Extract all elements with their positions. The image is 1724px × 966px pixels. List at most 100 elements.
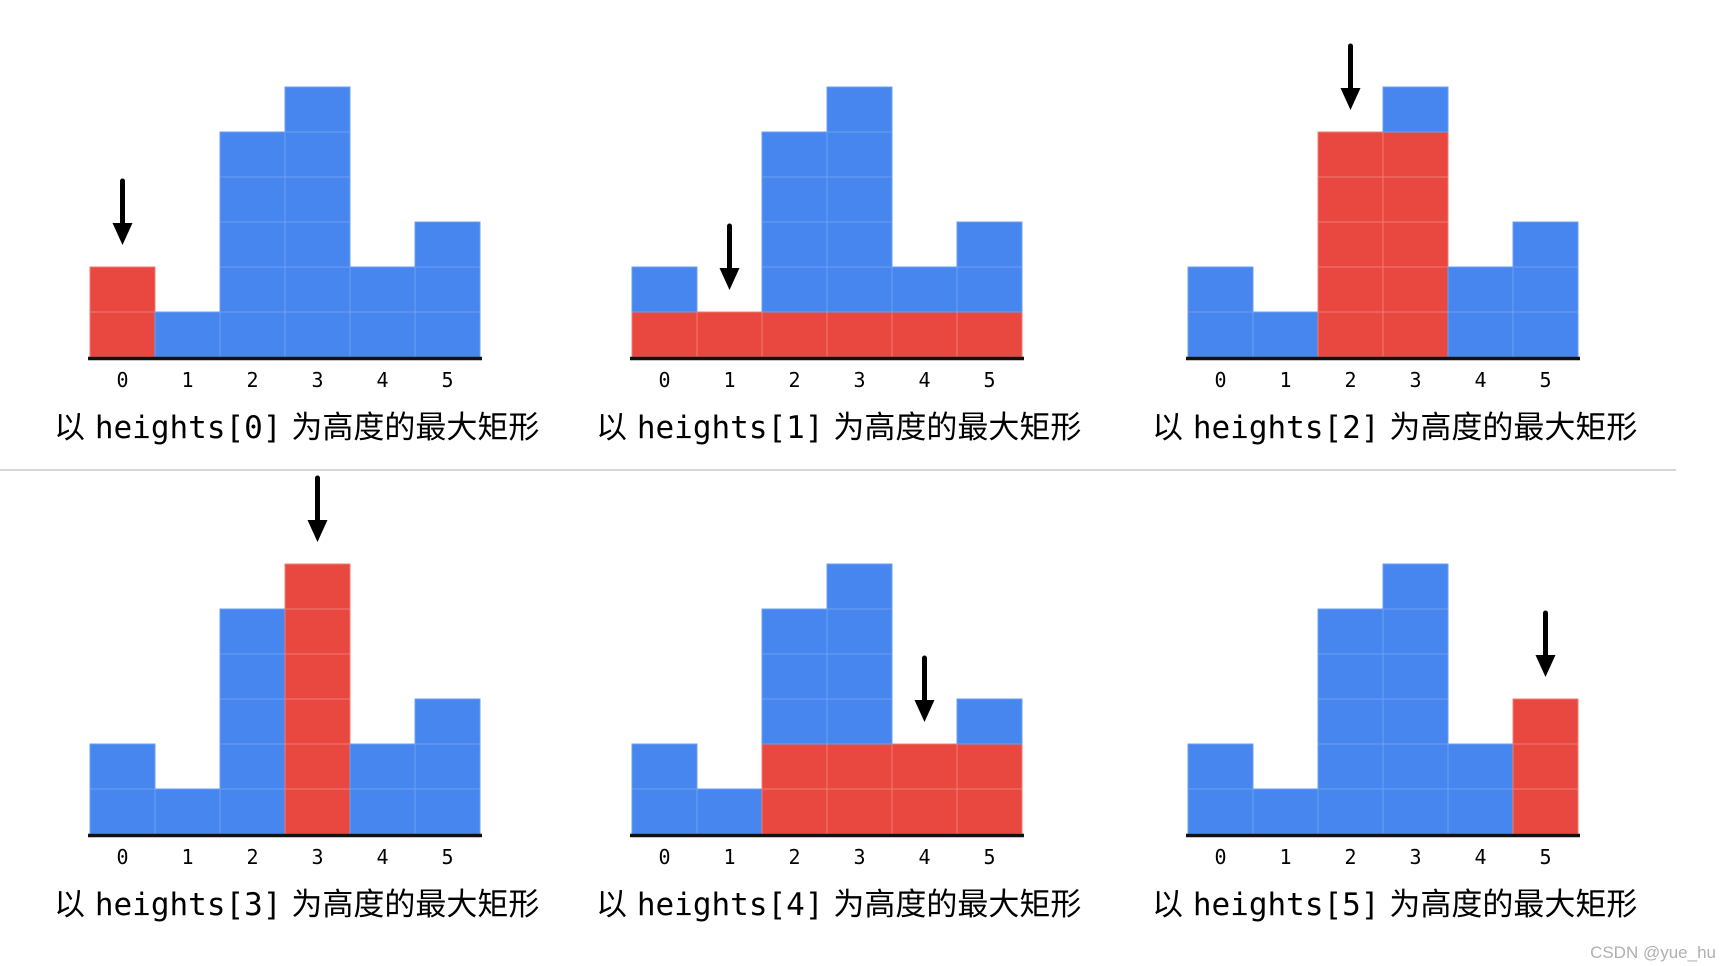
bar-cell	[1447, 788, 1514, 835]
highlight-cell	[826, 311, 893, 358]
tick-label: 4	[1474, 368, 1486, 392]
bar-cell	[284, 266, 351, 313]
bar-cell	[1447, 311, 1514, 358]
bar-cell	[826, 698, 893, 745]
tick-label: 2	[1344, 845, 1356, 869]
tick-label: 0	[116, 845, 128, 869]
bar-cell	[154, 788, 221, 835]
highlight-cell	[284, 653, 351, 700]
highlight-cell	[891, 788, 958, 835]
bar-cell	[631, 743, 698, 790]
bar-cell	[1317, 608, 1384, 655]
arrow-head	[719, 268, 740, 290]
highlight-cell	[1317, 266, 1384, 313]
bar-cell	[826, 653, 893, 700]
highlight-cell	[1317, 131, 1384, 178]
bar-cell	[1382, 653, 1449, 700]
bar-cell	[826, 131, 893, 178]
caption-suffix: 为高度的最大矩形	[1380, 410, 1638, 446]
panel-5: 0 1 2 3 4 5 以 heights[5] 为高度的最大矩形	[1152, 563, 1638, 923]
bar-cell	[349, 266, 416, 313]
bar-cell	[956, 698, 1023, 745]
bar-cell	[1382, 788, 1449, 835]
bar-cell	[1447, 266, 1514, 313]
highlight-cell	[284, 788, 351, 835]
bar-cell	[1317, 788, 1384, 835]
highlight-cell	[761, 788, 828, 835]
bar-cell	[826, 86, 893, 133]
down-arrow-icon	[719, 223, 740, 290]
tick-label: 1	[181, 845, 193, 869]
bar-cell	[1447, 743, 1514, 790]
caption-suffix: 为高度的最大矩形	[824, 410, 1082, 446]
bar-cell	[1317, 743, 1384, 790]
bar-cell	[631, 266, 698, 313]
bar-cell	[761, 266, 828, 313]
highlight-cell	[1382, 311, 1449, 358]
bar-cell	[414, 311, 481, 358]
bar-cell	[219, 788, 286, 835]
bar-cell	[826, 563, 893, 610]
highlight-cell	[1382, 176, 1449, 223]
bar-cell	[956, 266, 1023, 313]
highlight-cell	[696, 311, 763, 358]
bar-cell	[1187, 266, 1254, 313]
tick-label: 0	[116, 368, 128, 392]
tick-label: 0	[658, 368, 670, 392]
bar-cell	[761, 221, 828, 268]
highlight-cell	[1317, 311, 1384, 358]
tick-label: 2	[246, 845, 258, 869]
tick-label: 4	[918, 845, 930, 869]
tick-label: 5	[1539, 845, 1551, 869]
bar-cell	[761, 698, 828, 745]
caption-suffix: 为高度的最大矩形	[824, 887, 1082, 923]
bar-cell	[1382, 743, 1449, 790]
bar-cell	[1187, 311, 1254, 358]
bar-cell	[826, 608, 893, 655]
highlight-cell	[1512, 698, 1579, 745]
bar-cell	[414, 743, 481, 790]
bar-cell	[414, 698, 481, 745]
tick-label: 1	[1279, 368, 1291, 392]
tick-label: 2	[1344, 368, 1356, 392]
bar-cell	[284, 311, 351, 358]
bar-cell	[826, 266, 893, 313]
caption-suffix: 为高度的最大矩形	[1380, 887, 1638, 923]
caption-prefix: 以	[1152, 410, 1193, 446]
bar-cell	[1512, 221, 1579, 268]
highlight-cell	[956, 311, 1023, 358]
bar-cell	[1317, 698, 1384, 745]
tick-label: 4	[376, 845, 388, 869]
panel-caption: 以 heights[0] 为高度的最大矩形	[54, 410, 539, 446]
panel-caption: 以 heights[2] 为高度的最大矩形	[1152, 410, 1637, 446]
highlight-cell	[891, 743, 958, 790]
caption-code: heights[0]	[95, 410, 282, 446]
bar-cell	[89, 743, 156, 790]
bar-cell	[349, 311, 416, 358]
highlight-cell	[284, 563, 351, 610]
panel-3: 0 1 2 3 4 5 以 heights[3] 为高度的最大矩形	[54, 475, 540, 923]
highlight-cell	[631, 311, 698, 358]
bar-cell	[956, 221, 1023, 268]
caption-suffix: 为高度的最大矩形	[282, 887, 540, 923]
bar-cell	[826, 176, 893, 223]
tick-label: 2	[788, 845, 800, 869]
tick-label: 1	[723, 368, 735, 392]
arrow-head	[1535, 655, 1556, 677]
bar-cell	[826, 221, 893, 268]
bar-cell	[414, 788, 481, 835]
bar-cell	[414, 221, 481, 268]
panel-2: 0 1 2 3 4 5 以 heights[2] 为高度的最大矩形	[1152, 43, 1637, 446]
tick-label: 5	[441, 845, 453, 869]
bar-cell	[219, 176, 286, 223]
bar-cell	[219, 131, 286, 178]
highlight-cell	[284, 698, 351, 745]
tick-label: 3	[1409, 845, 1421, 869]
bar-cell	[761, 131, 828, 178]
bar-cell	[414, 266, 481, 313]
tick-label: 3	[311, 368, 323, 392]
caption-suffix: 为高度的最大矩形	[282, 410, 540, 446]
bar-cell	[219, 653, 286, 700]
caption-code: heights[2]	[1193, 410, 1380, 446]
bar-cell	[761, 176, 828, 223]
